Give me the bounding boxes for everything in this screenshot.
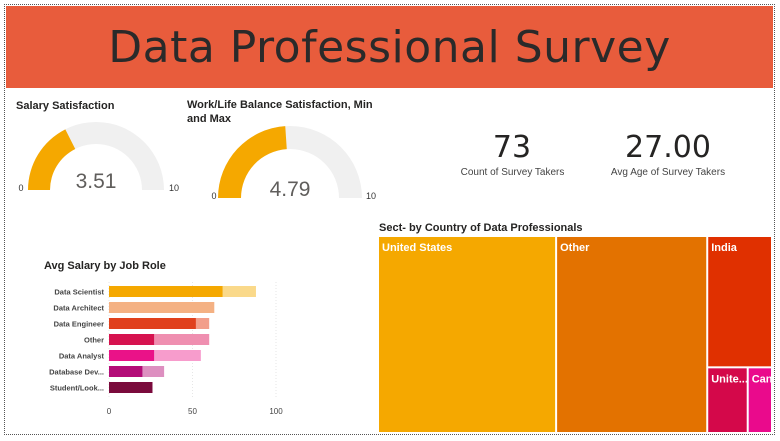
treemap-tile-2 [707, 236, 772, 368]
treemap-title: Sect- by Country of Data Professionals [379, 222, 583, 234]
category-label: Data Scientist [54, 288, 104, 297]
salary-satisfaction-gauge[interactable]: 3.51 0 10 [14, 118, 189, 203]
survey-count-label: Count of Survey Takers [460, 167, 565, 178]
bar-avg-0 [109, 286, 223, 297]
treemap-tile-label: United States [382, 242, 452, 254]
salary-by-role-title: Avg Salary by Job Role [44, 260, 166, 272]
gauge-value: 3.51 [76, 170, 117, 193]
gauge-max-label: 10 [169, 183, 179, 193]
treemap-tile-3 [707, 367, 748, 433]
treemap-tile-1 [556, 236, 708, 433]
salary-by-role-chart[interactable]: Data Scientist Data Architect Data Enginee… [10, 280, 310, 415]
category-label: Data Analyst [59, 352, 105, 361]
treemap-tile-label: Other [560, 242, 590, 254]
treemap-tile-label: India [711, 242, 738, 254]
bar-avg-1 [109, 302, 215, 313]
gauge-value: 4.79 [270, 178, 311, 201]
avg-age-value: 27.00 [625, 130, 711, 165]
x-tick-label: 0 [107, 407, 112, 415]
category-label: Data Architect [53, 304, 104, 313]
worklife-balance-gauge[interactable]: 4.79 0 10 [204, 123, 384, 208]
header-banner: Data Professional Survey [6, 6, 773, 88]
bar-avg-4 [109, 350, 155, 361]
survey-count-value: 73 [492, 130, 532, 165]
x-tick-label: 50 [188, 407, 197, 415]
treemap-tile-4 [747, 367, 772, 433]
bar-avg-6 [109, 382, 153, 393]
gauge-max-label: 10 [366, 191, 376, 201]
treemap-tile-label: Can... [752, 373, 772, 385]
category-label: Other [84, 336, 104, 345]
bar-avg-5 [109, 366, 143, 377]
dashboard-frame [4, 4, 775, 435]
category-label: Database Dev... [49, 368, 104, 377]
gauge-fill [218, 126, 287, 198]
category-label: Data Engineer [54, 320, 105, 329]
bar-avg-3 [109, 334, 155, 345]
x-tick-label: 100 [269, 407, 283, 415]
salary-satisfaction-title: Salary Satisfaction [16, 100, 115, 112]
treemap-tile-label: Unite... [711, 373, 748, 385]
page-title: Data Professional Survey [108, 21, 671, 73]
category-label: Student/Look... [50, 384, 104, 393]
gauge-min-label: 0 [18, 183, 23, 193]
worklife-balance-title: Work/Life Balance Satisfaction, Min and … [187, 99, 373, 125]
gauge-fill [28, 129, 76, 190]
gauge-min-label: 0 [211, 191, 216, 201]
treemap-tile-0 [378, 236, 557, 433]
bar-max-3 [109, 334, 210, 345]
avg-age-label: Avg Age of Survey Takers [610, 167, 726, 178]
country-treemap[interactable]: United States Other India Unite... Can... [378, 236, 772, 433]
bar-max-4 [109, 350, 201, 361]
bar-avg-2 [109, 318, 196, 329]
